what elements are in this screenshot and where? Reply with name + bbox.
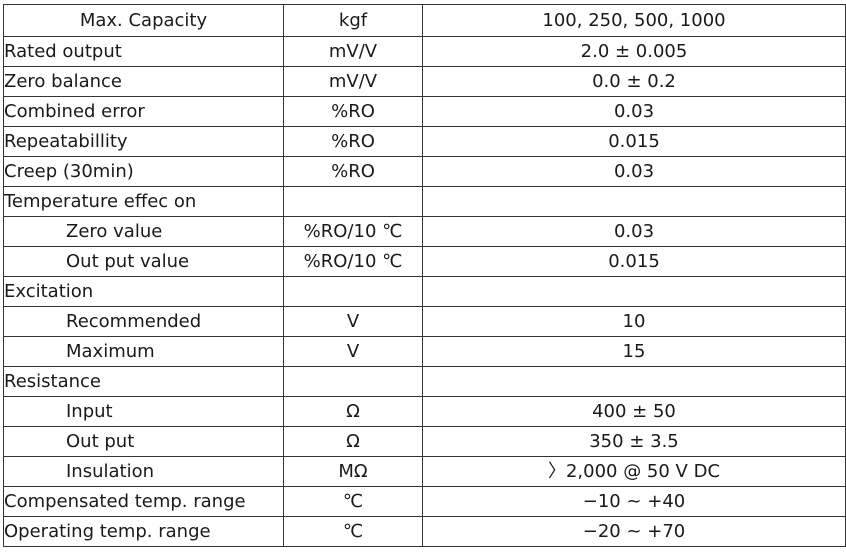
table-row-temperature-effect: Temperature effec on bbox=[3, 186, 846, 217]
row-param: Compensated temp. range bbox=[3, 486, 284, 517]
table-row-maximum: Maximum V 15 bbox=[3, 336, 846, 367]
row-unit: ℃ bbox=[283, 486, 423, 517]
table-row-operating-temp-range: Operating temp. range ℃ −20 ~ +70 bbox=[3, 516, 846, 547]
row-group-label: Resistance bbox=[3, 366, 284, 397]
table-row-zero-value: Zero value %RO/10 ℃ 0.03 bbox=[3, 216, 846, 247]
row-unit: V bbox=[283, 306, 423, 337]
row-value: 0.03 bbox=[422, 156, 846, 187]
row-value: 0.015 bbox=[422, 246, 846, 277]
row-value bbox=[422, 366, 846, 397]
row-value: 400 ± 50 bbox=[422, 396, 846, 427]
row-param: Rated output bbox=[3, 36, 284, 67]
table-row-compensated-temp-range: Compensated temp. range ℃ −10 ~ +40 bbox=[3, 486, 846, 517]
row-param: Input bbox=[3, 396, 284, 427]
row-unit: %RO/10 ℃ bbox=[283, 216, 423, 247]
row-unit: Ω bbox=[283, 396, 423, 427]
row-param: Operating temp. range bbox=[3, 516, 284, 547]
row-unit bbox=[283, 186, 423, 217]
row-group-label: Excitation bbox=[3, 276, 284, 307]
row-unit: mV/V bbox=[283, 66, 423, 97]
table-row-excitation: Excitation bbox=[3, 276, 846, 307]
table-row-repeatability: Repeatabillity %RO 0.015 bbox=[3, 126, 846, 157]
table-header-row: Max. Capacity kgf 100, 250, 500, 1000 bbox=[3, 4, 846, 37]
row-value: 350 ± 3.5 bbox=[422, 426, 846, 457]
row-param: Creep (30min) bbox=[3, 156, 284, 187]
table-row-insulation: Insulation MΩ 〉2,000 @ 50 V DC bbox=[3, 456, 846, 487]
row-param: Zero balance bbox=[3, 66, 284, 97]
row-value: 10 bbox=[422, 306, 846, 337]
row-value: −10 ~ +40 bbox=[422, 486, 846, 517]
capacity-value: 100, 250, 500, 1000 bbox=[422, 4, 846, 37]
row-value: 0.015 bbox=[422, 126, 846, 157]
row-unit: Ω bbox=[283, 426, 423, 457]
row-unit: %RO bbox=[283, 96, 423, 127]
table-row-creep: Creep (30min) %RO 0.03 bbox=[3, 156, 846, 187]
row-param: Maximum bbox=[3, 336, 284, 367]
table-row-resistance: Resistance bbox=[3, 366, 846, 397]
table-row-recommended: Recommended V 10 bbox=[3, 306, 846, 337]
row-unit: %RO bbox=[283, 126, 423, 157]
row-param: Recommended bbox=[3, 306, 284, 337]
table-row-input: Input Ω 400 ± 50 bbox=[3, 396, 846, 427]
row-value: −20 ~ +70 bbox=[422, 516, 846, 547]
capacity-unit: kgf bbox=[283, 4, 423, 37]
row-param: Out put bbox=[3, 426, 284, 457]
specification-table: Max. Capacity kgf 100, 250, 500, 1000 Ra… bbox=[3, 4, 846, 547]
row-param: Zero value bbox=[3, 216, 284, 247]
row-unit: V bbox=[283, 336, 423, 367]
row-value bbox=[422, 276, 846, 307]
row-unit: %RO bbox=[283, 156, 423, 187]
row-value: 2.0 ± 0.005 bbox=[422, 36, 846, 67]
row-value: 0.0 ± 0.2 bbox=[422, 66, 846, 97]
row-value: 0.03 bbox=[422, 216, 846, 247]
table-row-rated-output: Rated output mV/V 2.0 ± 0.005 bbox=[3, 36, 846, 67]
row-value: 〉2,000 @ 50 V DC bbox=[422, 456, 846, 487]
capacity-label: Max. Capacity bbox=[3, 4, 284, 37]
row-unit bbox=[283, 366, 423, 397]
row-value bbox=[422, 186, 846, 217]
row-unit bbox=[283, 276, 423, 307]
row-value: 0.03 bbox=[422, 96, 846, 127]
table-row-output-value: Out put value %RO/10 ℃ 0.015 bbox=[3, 246, 846, 277]
table-row-combined-error: Combined error %RO 0.03 bbox=[3, 96, 846, 127]
row-value: 15 bbox=[422, 336, 846, 367]
row-unit: %RO/10 ℃ bbox=[283, 246, 423, 277]
row-param: Out put value bbox=[3, 246, 284, 277]
row-param: Combined error bbox=[3, 96, 284, 127]
row-unit: ℃ bbox=[283, 516, 423, 547]
row-param: Insulation bbox=[3, 456, 284, 487]
row-param: Repeatabillity bbox=[3, 126, 284, 157]
row-group-label: Temperature effec on bbox=[3, 186, 284, 217]
row-unit: mV/V bbox=[283, 36, 423, 67]
row-unit: MΩ bbox=[283, 456, 423, 487]
table-row-zero-balance: Zero balance mV/V 0.0 ± 0.2 bbox=[3, 66, 846, 97]
table-row-output: Out put Ω 350 ± 3.5 bbox=[3, 426, 846, 457]
